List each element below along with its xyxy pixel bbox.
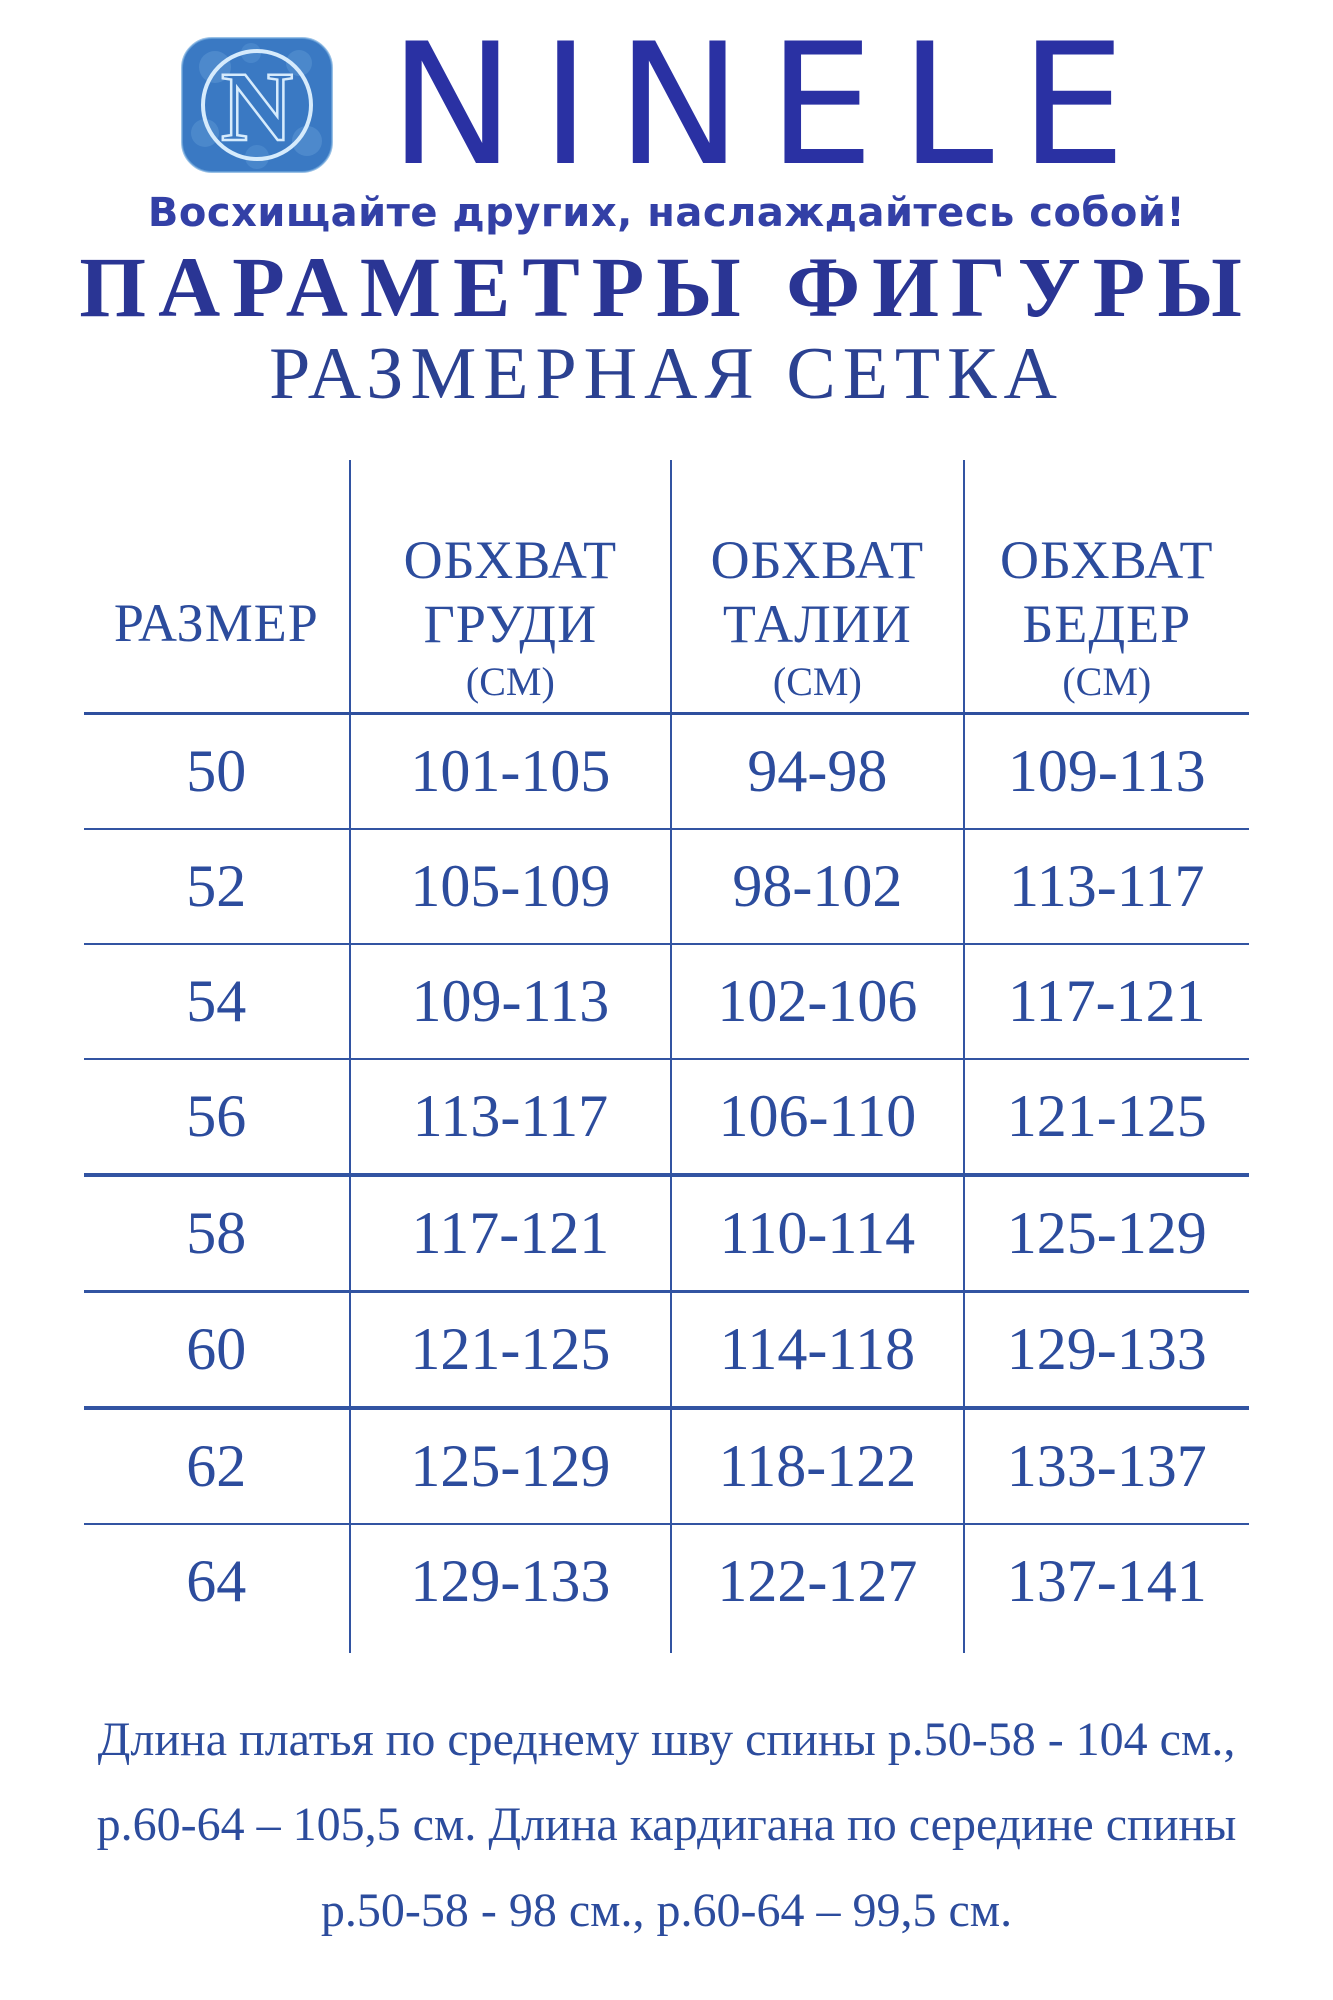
table-row-50: 50 101-105 94-98 109-113 <box>84 713 1249 829</box>
hips-cell: 113-117 <box>962 828 1249 944</box>
col-header-hips: ОБХВАТ БЕДЕР (СМ) <box>962 459 1249 714</box>
chest-cell: 129-133 <box>348 1523 672 1638</box>
logo-row: N NINELE <box>0 21 1333 189</box>
chest-cell: 121-125 <box>348 1291 672 1408</box>
header-row: РАЗМЕР ОБХВАТ ГРУДИ (СМ) ОБХВАТ ТАЛИИ (С… <box>84 459 1249 714</box>
chest-cell: 105-109 <box>348 828 672 944</box>
table-row-64: 64 129-133 122-127 137-141 <box>84 1523 1249 1638</box>
size-cell: 52 <box>186 853 247 920</box>
hips-cell: 133-137 <box>962 1407 1249 1524</box>
waist-cell: 98-102 <box>670 828 964 944</box>
footnote: Длина платья по среднему шву спины р.50-… <box>96 1712 1237 1937</box>
waist-cell: 94-98 <box>670 713 964 829</box>
hips-cell: 117-121 <box>962 943 1249 1059</box>
size-cell: 60 <box>186 1316 247 1383</box>
hips-cell: 129-133 <box>962 1291 1249 1408</box>
size-table: РАЗМЕР ОБХВАТ ГРУДИ (СМ) ОБХВАТ ТАЛИИ (С… <box>84 459 1249 1653</box>
size-cell: 50 <box>186 738 247 805</box>
col-header-waist-unit: (СМ) <box>772 658 862 704</box>
ninele-monogram-icon: N <box>181 37 334 173</box>
table-row-54: 54 109-113 102-106 117-121 <box>84 943 1249 1059</box>
table-row-52: 52 105-109 98-102 113-117 <box>84 828 1249 944</box>
chest-cell: 117-121 <box>348 1174 672 1292</box>
hips-cell: 137-141 <box>962 1523 1249 1638</box>
size-cell: 56 <box>186 1083 247 1150</box>
page-subtitle: РАЗМЕРНАЯ СЕТКА <box>269 333 1064 416</box>
size-table-header: РАЗМЕР ОБХВАТ ГРУДИ (СМ) ОБХВАТ ТАЛИИ (С… <box>84 459 1249 714</box>
waist-cell: 110-114 <box>670 1174 964 1292</box>
table-row-58: 58 117-121 110-114 125-129 <box>84 1174 1249 1292</box>
brand-name: NINELE <box>389 7 1152 203</box>
col-header-waist-line1: ОБХВАТ <box>710 529 925 590</box>
table-row-60: 60 121-125 114-118 129-133 <box>84 1291 1249 1408</box>
monogram-letter: N <box>221 51 293 162</box>
size-table-body: 50 101-105 94-98 109-113 52 105-109 98-1… <box>84 713 1249 1653</box>
waist-cell: 102-106 <box>670 943 964 1059</box>
size-cell: 54 <box>186 968 247 1035</box>
table-row-56: 56 113-117 106-110 121-125 <box>84 1058 1249 1175</box>
brand-tagline: Восхищайте других, наслаждайтесь собой! <box>147 190 1186 236</box>
chest-cell: 109-113 <box>348 943 672 1059</box>
column-line-stub-row <box>84 1637 1249 1653</box>
col-header-waist: ОБХВАТ ТАЛИИ (СМ) <box>670 459 964 714</box>
waist-cell: 106-110 <box>670 1058 964 1175</box>
col-header-hips-line2: БЕДЕР <box>1022 593 1192 654</box>
chest-cell: 113-117 <box>348 1058 672 1175</box>
hips-cell: 109-113 <box>962 713 1249 829</box>
hips-cell: 125-129 <box>962 1174 1249 1292</box>
col-header-chest-line1: ОБХВАТ <box>403 529 618 590</box>
hips-cell: 121-125 <box>962 1058 1249 1175</box>
size-cell: 64 <box>186 1548 247 1615</box>
page-title: ПАРАМЕТРЫ ФИГУРЫ <box>79 239 1254 335</box>
chest-cell: 125-129 <box>348 1407 672 1524</box>
size-cell: 62 <box>186 1433 247 1500</box>
col-header-size: РАЗМЕР <box>113 592 319 653</box>
col-header-hips-unit: (СМ) <box>1062 658 1152 704</box>
waist-cell: 122-127 <box>670 1523 964 1638</box>
col-header-chest: ОБХВАТ ГРУДИ (СМ) <box>348 459 672 714</box>
col-header-hips-line1: ОБХВАТ <box>1000 529 1214 590</box>
col-header-chest-unit: (СМ) <box>465 658 555 704</box>
col-header-chest-line2: ГРУДИ <box>423 593 598 654</box>
chest-cell: 101-105 <box>348 713 672 829</box>
col-header-waist-line2: ТАЛИИ <box>722 593 912 654</box>
brand-header: N NINELE Восхищайте других, наслаждайтес… <box>0 0 1333 236</box>
size-cell: 58 <box>186 1200 247 1267</box>
waist-cell: 114-118 <box>670 1291 964 1408</box>
table-row-62: 62 125-129 118-122 133-137 <box>84 1407 1249 1524</box>
waist-cell: 118-122 <box>670 1407 964 1524</box>
